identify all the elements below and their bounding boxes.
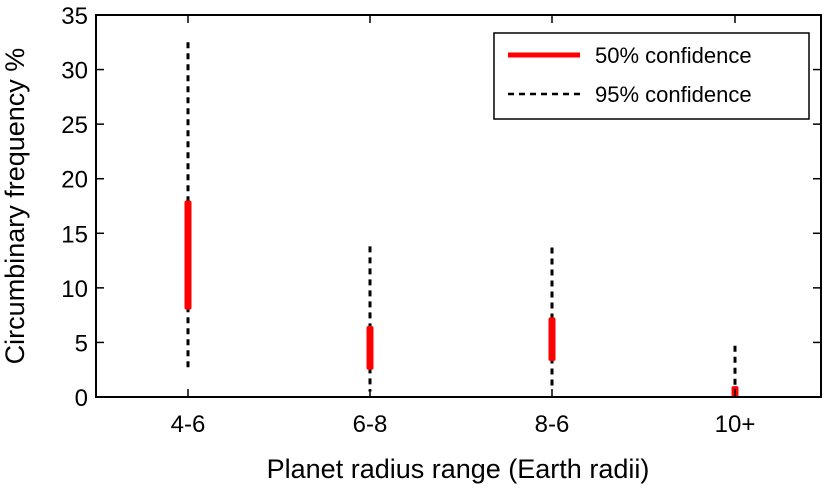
- legend-label-ci50: 50% confidence: [595, 43, 752, 68]
- x-tick-label: 8-6: [535, 411, 570, 438]
- y-tick-label: 10: [61, 276, 88, 303]
- x-axis: 4-6 6-8 8-6 10+: [171, 15, 756, 438]
- y-tick-label: 15: [61, 221, 88, 248]
- x-tick-label: 6-8: [353, 411, 388, 438]
- legend-box: [493, 32, 810, 120]
- ci50-marks: [184, 200, 739, 397]
- legend-label-ci95: 95% confidence: [595, 82, 752, 107]
- ci50-range-8-6: [548, 317, 556, 361]
- y-tick-label: 30: [61, 58, 88, 85]
- y-tick-label: 0: [75, 385, 88, 412]
- plot-frame: [95, 14, 822, 398]
- x-tick-label: 4-6: [171, 411, 206, 438]
- ci50-range-4-6: [184, 200, 192, 310]
- y-tick-label: 35: [61, 3, 88, 30]
- x-tick-label: 10+: [715, 411, 756, 438]
- y-axis: 0 5 10 15 20 25 30 35: [61, 3, 821, 412]
- y-tick-label: 5: [75, 330, 88, 357]
- y-tick-label: 25: [61, 112, 88, 139]
- y-tick-label: 20: [61, 167, 88, 194]
- y-axis-title: Circumbinary frequency %: [0, 48, 30, 365]
- x-axis-title: Planet radius range (Earth radii): [267, 454, 650, 484]
- ci50-range-6-8: [366, 326, 374, 370]
- legend: 50% confidence 95% confidence: [493, 32, 810, 120]
